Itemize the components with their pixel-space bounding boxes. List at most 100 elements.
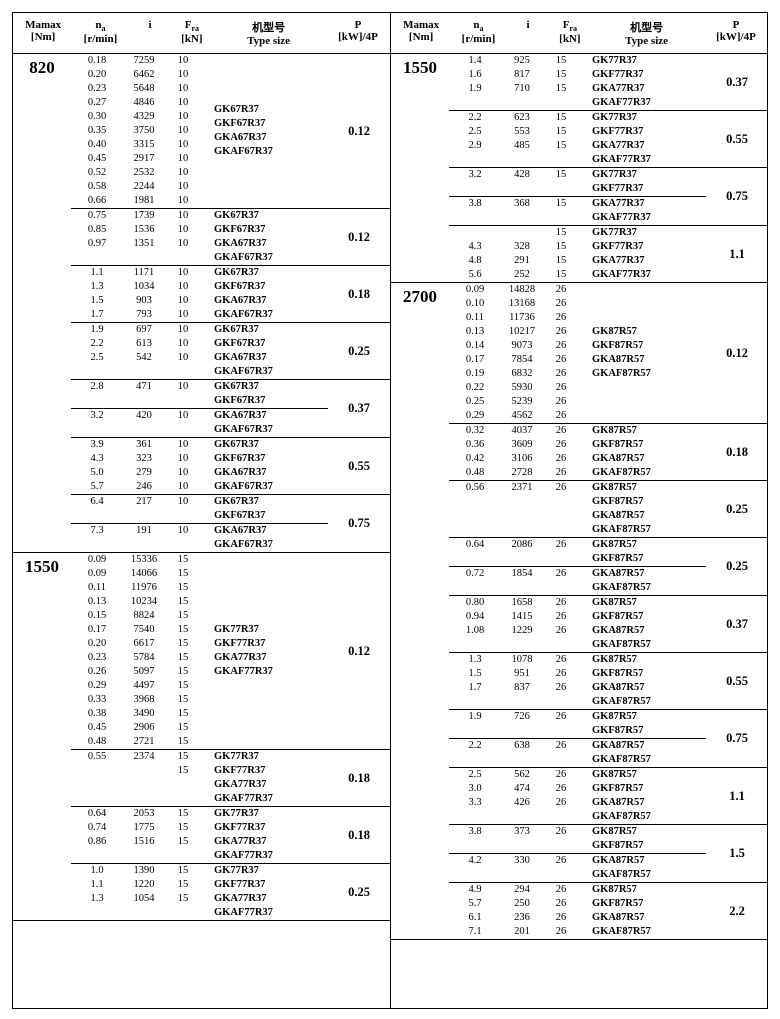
- type-size: GK87R57: [592, 768, 706, 782]
- fra-cell: 15: [165, 878, 201, 892]
- type-size: GKA67R37: [214, 294, 328, 308]
- fra-cell: 15: [543, 139, 579, 153]
- p-value: 0.55: [706, 111, 768, 167]
- data-row: 1.3105415: [71, 892, 210, 906]
- na-cell: 0.74: [71, 821, 123, 835]
- fra-cell: 10: [165, 223, 201, 237]
- segment: 1.972626GK87R57GKF87R57: [449, 710, 706, 738]
- i-cell: 2721: [123, 735, 165, 749]
- i-cell: 246: [123, 480, 165, 494]
- data-row: 0.22593026: [449, 381, 588, 395]
- i-cell: 471: [123, 380, 165, 394]
- mamax-group: 15500.0915336150.0914066150.1111976150.1…: [13, 553, 390, 921]
- data-row: 2.948515: [449, 139, 588, 153]
- fra-cell: 10: [165, 82, 201, 96]
- na-cell: 1.9: [71, 323, 123, 337]
- rows-col: 0.64208626: [449, 538, 588, 566]
- fra-cell: 15: [165, 651, 201, 665]
- data-row: 7.319110: [71, 524, 210, 538]
- hdr-p: P[kW]/4P: [326, 13, 390, 53]
- fra-cell: 10: [165, 337, 201, 351]
- segment: 0.0914828260.1013168260.1111736260.13102…: [449, 283, 706, 423]
- fra-cell: 15: [165, 609, 201, 623]
- fra-cell: 15: [165, 679, 201, 693]
- na-cell: 5.6: [449, 268, 501, 282]
- data-row: 0.45290615: [71, 721, 210, 735]
- na-cell: 1.3: [71, 892, 123, 906]
- na-cell: 0.35: [71, 124, 123, 138]
- data-side: 1.9697102.2613102.554210GK67R37GKF67R37G…: [71, 323, 328, 379]
- type-cell: GK77R37GKF77R37GKA77R37GKAF77R37: [588, 226, 706, 282]
- data-row: 15: [449, 226, 588, 240]
- rows-col: 1.01390151.11220151.3105415: [71, 864, 210, 920]
- rows-col: 0.187259100.206462100.235648100.27484610…: [71, 54, 210, 208]
- fra-cell: 10: [165, 308, 201, 322]
- type-size: GKF87R57: [592, 897, 706, 911]
- na-cell: 0.75: [71, 209, 123, 223]
- i-cell: 3106: [501, 452, 543, 466]
- na-cell: 0.09: [449, 283, 501, 297]
- fra-cell: 15: [165, 595, 201, 609]
- i-cell: 2086: [501, 538, 543, 552]
- data-side: 1.972626GK87R57GKF87R572.263826GKA87R57G…: [449, 710, 706, 767]
- type-size: GKA77R37: [592, 197, 706, 211]
- na-cell: 0.30: [71, 110, 123, 124]
- segment: 1.01390151.11220151.3105415GK77R37GKF77R…: [71, 864, 328, 920]
- i-cell: 323: [123, 452, 165, 466]
- type-size: GK67R37: [214, 323, 328, 337]
- fra-cell: 15: [165, 693, 201, 707]
- data-row: 0.26509715: [71, 665, 210, 679]
- na-cell: 2.2: [449, 111, 501, 125]
- segment: 0.56237126GK87R57GKF87R57GKA87R57GKAF87R…: [449, 481, 706, 537]
- type-size: GKA87R57: [592, 452, 706, 466]
- segment: 3.836815GKA77R37GKAF77R37: [449, 196, 706, 225]
- segment: 4.233026GKA87R57GKAF87R57: [449, 853, 706, 882]
- na-cell: 1.7: [449, 681, 501, 695]
- fra-cell: 10: [165, 54, 201, 68]
- na-cell: 5.7: [449, 897, 501, 911]
- type-cell: GK67R37GKF67R37GKA67R37GKAF67R37: [210, 438, 328, 494]
- rows-col: 0.324037260.363609260.423106260.48272826: [449, 424, 588, 480]
- type-size: GK87R57: [592, 883, 706, 897]
- type-size: GK87R57: [592, 653, 706, 667]
- hdr-mamax: Mamax[Nm]: [13, 13, 73, 53]
- i-cell: 217: [123, 495, 165, 509]
- na-cell: 3.9: [71, 438, 123, 452]
- data-row: 0.40331510: [71, 138, 210, 152]
- data-row: 0.42310626: [449, 452, 588, 466]
- i-cell: 5930: [501, 381, 543, 395]
- i-cell: 474: [501, 782, 543, 796]
- type-size: GKAF67R37: [214, 308, 328, 322]
- type-cell: GK87R57GKF87R57GKA87R57GKAF87R57: [588, 596, 706, 652]
- segment: 2.847110GK67R37GKF67R37: [71, 380, 328, 408]
- type-size: GKF87R57: [592, 495, 706, 509]
- type-size: GKA77R37: [214, 778, 328, 792]
- data-side: 2.847110GK67R37GKF67R373.242010GKA67R37G…: [71, 380, 328, 437]
- fra-cell: 26: [543, 624, 579, 638]
- data-row: 0.091406615: [71, 567, 210, 581]
- type-size: GKAF87R57: [592, 581, 706, 595]
- fra-cell: 15: [165, 892, 201, 906]
- mamax-group: 15501.4925151.6817151.971015GK77R37GKF77…: [391, 54, 768, 283]
- data-side: 1.31078261.5951261.783726GK87R57GKF87R57…: [449, 653, 706, 709]
- fra-cell: 10: [165, 466, 201, 480]
- i-cell: 710: [501, 82, 543, 96]
- na-cell: 0.48: [71, 735, 123, 749]
- data-row: 1.783726: [449, 681, 588, 695]
- i-cell: 837: [501, 681, 543, 695]
- segment: 3.242815GK77R37GKF77R37: [449, 168, 706, 196]
- na-cell: 5.0: [71, 466, 123, 480]
- i-cell: 373: [501, 825, 543, 839]
- type-size: GK77R37: [592, 111, 706, 125]
- i-cell: 1854: [501, 567, 543, 581]
- na-cell: 1.3: [449, 653, 501, 667]
- p-block: 0.187259100.206462100.235648100.27484610…: [71, 54, 390, 208]
- type-size: GKA67R37: [214, 466, 328, 480]
- i-cell: 1171: [123, 266, 165, 280]
- data-row: 0.131021726: [449, 325, 588, 339]
- i-cell: 2371: [501, 481, 543, 495]
- type-size: GKF87R57: [592, 667, 706, 681]
- na-cell: 0.97: [71, 237, 123, 251]
- i-cell: 5239: [501, 395, 543, 409]
- p-value: 0.12: [328, 54, 390, 208]
